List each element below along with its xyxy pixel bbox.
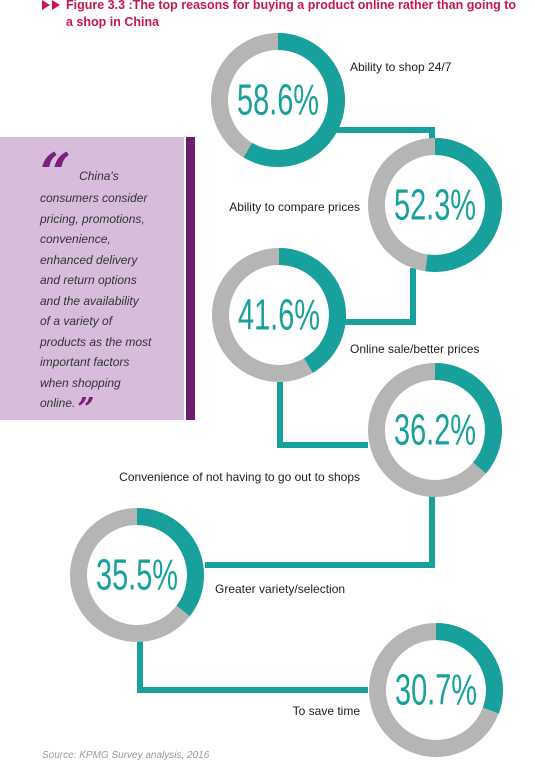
quote-line: of a variety of bbox=[40, 314, 113, 328]
quote-line: China's bbox=[79, 169, 119, 183]
quote-line: consumers consider bbox=[40, 191, 148, 205]
quote-bar bbox=[186, 137, 195, 420]
quote-mark: ” bbox=[77, 392, 95, 427]
connector bbox=[205, 496, 435, 568]
quote-line: online. bbox=[40, 396, 76, 410]
category-label: Online sale/better prices bbox=[350, 342, 479, 356]
value-label: 35.5% bbox=[96, 551, 178, 600]
value-label: 58.6% bbox=[237, 76, 319, 125]
connector bbox=[137, 640, 368, 693]
connectors bbox=[137, 127, 435, 693]
category-label: Convenience of not having to go out to s… bbox=[119, 470, 360, 484]
donut-segment bbox=[70, 508, 204, 642]
category-label: Ability to compare prices bbox=[229, 200, 360, 214]
quote-line: and the availability bbox=[40, 293, 139, 308]
connector bbox=[343, 268, 416, 325]
chart-title: Figure 3.3 :The top reasons for buying a… bbox=[66, 0, 517, 29]
value-label: 52.3% bbox=[394, 181, 476, 230]
value-label: 41.6% bbox=[238, 291, 320, 340]
value-label: 36.2% bbox=[394, 406, 476, 455]
donut-segment bbox=[212, 248, 346, 382]
category-label: Greater variety/selection bbox=[215, 582, 345, 596]
connector bbox=[277, 382, 368, 448]
quote: “China's consumers consider pricing, promo… bbox=[40, 146, 180, 425]
donut-segment bbox=[368, 138, 502, 272]
title-arrows bbox=[42, 0, 60, 10]
quote-line: enhanced delivery bbox=[40, 252, 138, 267]
quote-line: important factors bbox=[40, 355, 130, 369]
donut-segment bbox=[369, 623, 503, 757]
source: Source: KPMG Survey analysis, 2016 bbox=[42, 750, 210, 761]
category-label: Ability to shop 24/7 bbox=[350, 60, 452, 74]
quote-line: when shopping bbox=[40, 375, 121, 390]
quote-line: convenience, bbox=[40, 232, 111, 246]
quote-line: pricing, promotions, bbox=[40, 211, 145, 226]
quote-line: and return options bbox=[40, 273, 137, 287]
category-label: To save time bbox=[293, 704, 361, 718]
donut-segment bbox=[368, 363, 502, 497]
connector bbox=[335, 127, 435, 140]
quote-line: products as the most bbox=[40, 334, 152, 349]
value-label: 30.7% bbox=[395, 666, 477, 715]
donut-segment bbox=[211, 33, 345, 167]
quote-box bbox=[0, 137, 184, 420]
